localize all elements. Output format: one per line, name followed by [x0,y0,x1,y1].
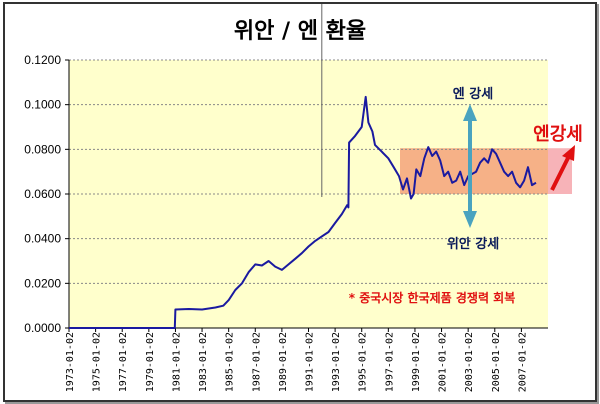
x-tick-label: 2007-01-02 [517,332,528,392]
x-tick-label: 1993-01-02 [331,332,342,392]
x-tick-label: 1973-01-02 [65,332,76,392]
yen-strong-label: 엔 강세 [453,86,493,102]
red-arrow-shaft [550,155,571,191]
y-tick-label: 0.0400 [24,232,61,246]
arrow-down-icon [463,211,477,228]
x-tick-label: 2005-01-02 [491,332,502,392]
x-tick-label: 1977-01-02 [118,332,129,392]
arrow-up-right-icon [562,145,575,161]
x-tick-label: 1999-01-02 [411,332,422,392]
chart-title: 위안 / 엔 환율 [234,19,366,44]
x-tick-label: 1995-01-02 [358,332,369,392]
y-tick-label: 0.1200 [24,53,61,67]
arrow-up-icon [463,104,477,121]
y-tick-label: 0.0600 [24,187,61,201]
yen-strong-red-label: 엔강세 [533,124,583,145]
series-line [69,95,537,329]
note-text: * 중국시장 한국제품 경쟁력 회복 [349,290,516,305]
x-tick-label: 1981-01-02 [171,332,182,392]
x-tick-label: 2003-01-02 [464,332,475,392]
x-tick-label: 1975-01-02 [92,332,103,392]
x-tick-label: 1983-01-02 [198,332,209,392]
x-tick-label: 1997-01-02 [384,332,395,392]
x-tick-label: 1985-01-02 [225,332,236,392]
y-tick-label: 0.0200 [24,276,61,290]
x-tick-label: 2001-01-02 [438,332,449,392]
x-tick-label: 1989-01-02 [278,332,289,392]
x-tick-label: 1987-01-02 [251,332,262,392]
x-tick-label: 1991-01-02 [305,332,316,392]
y-tick-label: 0.0000 [24,321,61,335]
y-tick-label: 0.1000 [24,98,61,112]
y-tick-label: 0.0800 [24,142,61,156]
x-tick-label: 1979-01-02 [145,332,156,392]
yuan-strong-label: 위안 강세 [447,236,499,252]
